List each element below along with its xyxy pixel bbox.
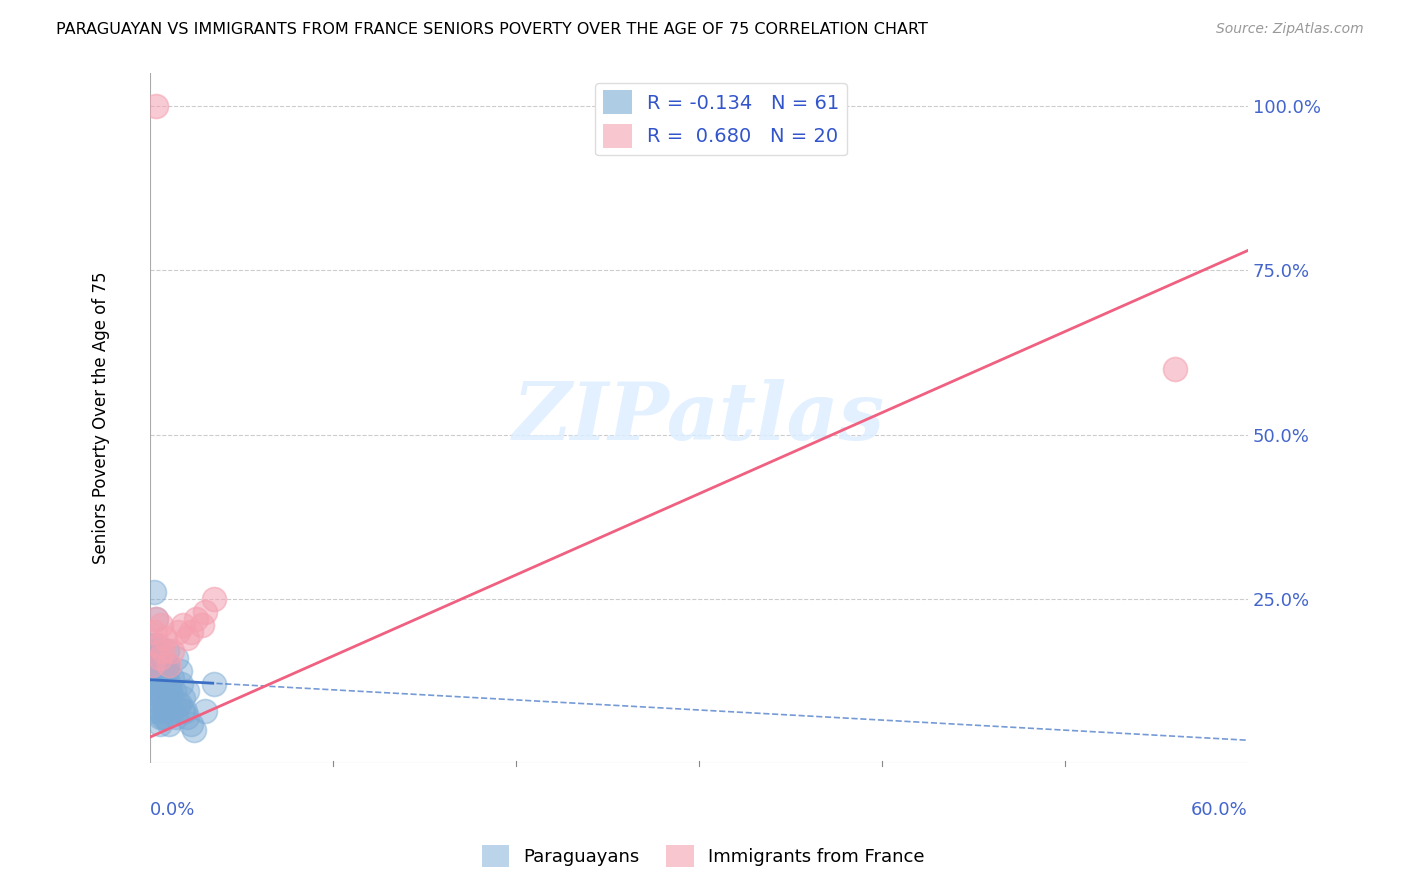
Point [152,644,174,658]
Point [145,612,167,626]
Point [176,710,198,724]
Point [180,624,202,639]
Point [143,657,166,672]
Point [194,605,217,619]
Point [152,710,174,724]
Point [150,618,173,632]
Point [146,671,169,685]
Point [153,710,176,724]
Point [162,704,184,718]
Point [170,677,193,691]
Point [202,677,225,691]
Point [141,657,163,672]
Point [141,677,163,691]
Point [145,671,167,685]
Point [145,638,167,652]
Point [172,690,194,705]
Point [162,671,184,685]
Point [165,651,187,665]
Point [146,671,169,685]
Point [153,632,176,646]
Point [152,690,174,705]
Point [183,723,205,738]
Point [148,704,170,718]
Point [157,657,180,672]
Point [145,612,167,626]
Point [153,704,176,718]
Point [163,684,186,698]
Point [172,704,194,718]
Point [148,651,170,665]
Point [146,638,169,652]
Point [143,585,166,599]
Point [150,690,173,705]
Point [145,99,167,113]
Point [176,632,198,646]
Point [150,677,173,691]
Text: Source: ZipAtlas.com: Source: ZipAtlas.com [1216,22,1364,37]
Point [148,697,170,711]
Legend: R = -0.134   N = 61, R =  0.680   N = 20: R = -0.134 N = 61, R = 0.680 N = 20 [595,83,848,155]
Legend: Paraguayans, Immigrants from France: Paraguayans, Immigrants from France [474,838,932,874]
Text: ZIPatlas: ZIPatlas [513,379,886,457]
Point [143,644,166,658]
Point [172,618,194,632]
Point [194,704,217,718]
Point [165,710,187,724]
Point [143,651,166,665]
Text: PARAGUAYAN VS IMMIGRANTS FROM FRANCE SENIORS POVERTY OVER THE AGE OF 75 CORRELAT: PARAGUAYAN VS IMMIGRANTS FROM FRANCE SEN… [56,22,928,37]
Point [148,710,170,724]
Point [153,697,176,711]
Point [1163,361,1185,376]
Point [180,716,202,731]
Point [156,644,179,658]
Point [146,671,169,685]
Point [166,624,188,639]
Point [150,684,173,698]
Point [184,612,207,626]
Text: Seniors Poverty Over the Age of 75: Seniors Poverty Over the Age of 75 [91,272,110,565]
Point [141,638,163,652]
Point [159,690,181,705]
Point [153,697,176,711]
Point [143,664,166,678]
Point [157,684,180,698]
Point [156,684,179,698]
Text: 60.0%: 60.0% [1191,801,1249,819]
Point [169,697,191,711]
Point [152,664,174,678]
Point [156,657,179,672]
Point [143,624,166,639]
Point [148,716,170,731]
Point [174,704,197,718]
Point [141,704,163,718]
Point [157,716,180,731]
Point [156,664,179,678]
Point [146,677,169,691]
Point [150,657,173,672]
Point [145,651,167,665]
Point [152,657,174,672]
Point [159,684,181,698]
Point [169,664,191,678]
Text: 0.0%: 0.0% [150,801,195,819]
Point [202,591,225,606]
Point [157,697,180,711]
Point [145,690,167,705]
Point [162,644,184,658]
Point [157,677,180,691]
Point [176,684,198,698]
Point [190,618,212,632]
Point [166,697,188,711]
